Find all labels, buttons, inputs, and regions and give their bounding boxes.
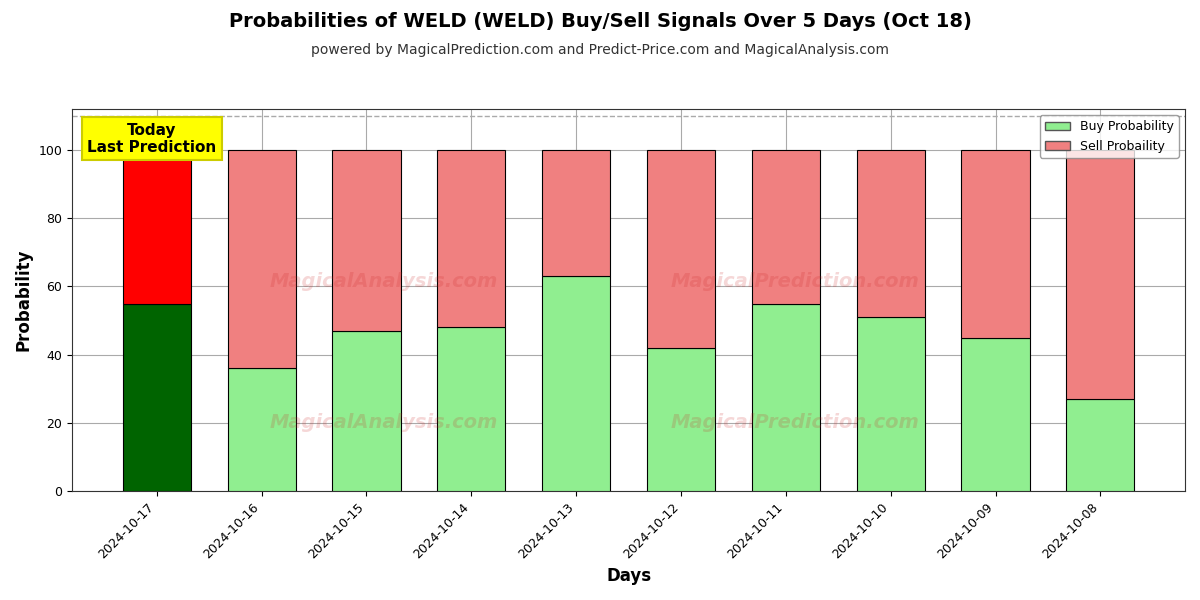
Text: MagicalPrediction.com: MagicalPrediction.com [671,272,920,290]
Bar [961,150,1030,338]
Bar [647,348,715,491]
Bar [857,317,925,491]
Bar [1067,399,1134,491]
Text: Today
Last Prediction: Today Last Prediction [86,122,216,155]
Bar [647,150,715,348]
Text: MagicalAnalysis.com: MagicalAnalysis.com [270,413,498,432]
Bar [332,331,401,491]
Bar [542,276,611,491]
X-axis label: Days: Days [606,567,652,585]
Bar [228,368,295,491]
Bar [332,150,401,331]
Bar [961,338,1030,491]
Bar [228,150,295,368]
Bar [437,328,505,491]
Bar [122,304,191,491]
Bar [437,150,505,328]
Bar [1067,150,1134,399]
Text: MagicalAnalysis.com: MagicalAnalysis.com [270,272,498,290]
Text: powered by MagicalPrediction.com and Predict-Price.com and MagicalAnalysis.com: powered by MagicalPrediction.com and Pre… [311,43,889,57]
Text: MagicalPrediction.com: MagicalPrediction.com [671,413,920,432]
Bar [542,150,611,276]
Legend: Buy Probability, Sell Probaility: Buy Probability, Sell Probaility [1040,115,1178,158]
Y-axis label: Probability: Probability [16,249,34,352]
Bar [122,150,191,304]
Bar [751,150,820,304]
Bar [857,150,925,317]
Text: Probabilities of WELD (WELD) Buy/Sell Signals Over 5 Days (Oct 18): Probabilities of WELD (WELD) Buy/Sell Si… [228,12,972,31]
Bar [751,304,820,491]
